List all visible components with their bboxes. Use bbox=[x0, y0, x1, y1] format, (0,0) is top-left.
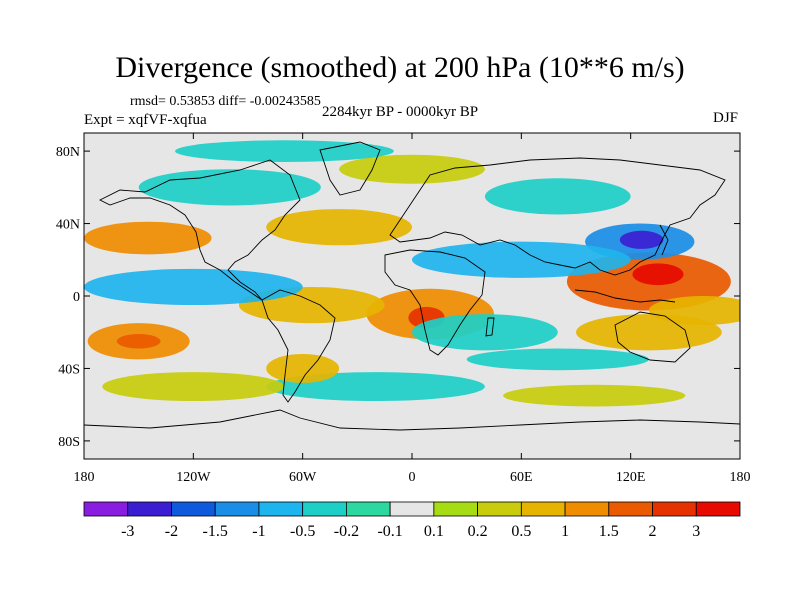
anomaly-region-19 bbox=[503, 384, 686, 407]
colorbar-swatch-13 bbox=[652, 501, 697, 517]
experiment-label: Expt = xqfVF-xqfua bbox=[84, 112, 207, 128]
colorbar-label: 1 bbox=[561, 523, 569, 540]
colorbar-label: 3 bbox=[692, 523, 700, 540]
colorbar-swatch-6 bbox=[345, 501, 391, 517]
colorbar-swatch-2 bbox=[171, 501, 216, 517]
colorbar-label: 2 bbox=[649, 523, 657, 540]
colorbar-label: -3 bbox=[121, 523, 134, 540]
anomaly-region-22 bbox=[466, 348, 649, 371]
colorbar-label: 0.5 bbox=[511, 523, 531, 540]
anomaly-region-16 bbox=[339, 154, 485, 184]
anomaly-region-1 bbox=[632, 263, 684, 286]
x-tick-label: 60E bbox=[510, 470, 533, 485]
anomaly-region-20 bbox=[102, 372, 285, 402]
colorbar-swatch-12 bbox=[608, 501, 653, 517]
colorbar-swatch-9 bbox=[477, 501, 522, 517]
coastline-eurasia bbox=[389, 157, 726, 276]
colorbar-label: -2 bbox=[165, 523, 178, 540]
y-tick-label: 40S bbox=[58, 362, 80, 377]
colorbar-swatch-1 bbox=[127, 501, 172, 517]
anomaly-region-9 bbox=[84, 221, 212, 255]
coastline-australia bbox=[614, 311, 691, 363]
x-tick-label: 0 bbox=[409, 470, 416, 485]
anomaly-region-15 bbox=[138, 169, 321, 206]
coastline-greenland bbox=[319, 141, 381, 196]
y-tick-label: 40N bbox=[56, 218, 80, 233]
colorbar-label: -0.5 bbox=[290, 523, 315, 540]
x-axis-ticks: 180 120W 60W 0 60E 120E 180 bbox=[74, 133, 751, 485]
anomaly-region-17 bbox=[484, 178, 631, 215]
coastline-north-america bbox=[98, 159, 301, 301]
colorbar-swatch-5 bbox=[302, 501, 347, 517]
colorbar-swatch-0 bbox=[83, 501, 129, 517]
anomaly-region-11 bbox=[411, 241, 631, 278]
chart-title: Divergence (smoothed) at 200 hPa (10**6 … bbox=[115, 51, 685, 84]
coastline-africa bbox=[384, 249, 486, 356]
anomaly-region-3 bbox=[619, 230, 664, 249]
season-label: DJF bbox=[712, 110, 738, 126]
x-tick-label: 120E bbox=[616, 470, 646, 485]
x-tick-label: 120W bbox=[176, 470, 211, 485]
x-tick-label: 60W bbox=[289, 470, 317, 485]
colorbar-label: 0.1 bbox=[424, 523, 444, 540]
anomaly-region-13 bbox=[412, 314, 558, 351]
colorbar-swatch-7 bbox=[389, 501, 435, 517]
anomaly-region-24 bbox=[175, 140, 394, 162]
colorbar: -3 -2 -1.5 -1 -0.5 -0.2 -0.1 0.1 0.2 0.5 1 1.5 2 3 bbox=[83, 501, 741, 540]
rmsd-annotation: rmsd= 0.53853 diff= -0.00243585 bbox=[130, 94, 321, 109]
colorbar-swatch-8 bbox=[433, 501, 479, 517]
anomaly-region-8 bbox=[116, 334, 161, 349]
colorbar-label: 0.2 bbox=[468, 523, 488, 540]
coastlines bbox=[84, 141, 740, 431]
coastline-madagascar bbox=[485, 317, 495, 337]
colorbar-label: 1.5 bbox=[599, 523, 619, 540]
y-tick-label: 0 bbox=[73, 290, 80, 305]
y-tick-label: 80N bbox=[56, 145, 80, 160]
x-tick-label: 180 bbox=[730, 470, 751, 485]
plot-area bbox=[84, 133, 740, 459]
coastline-japan bbox=[659, 224, 669, 256]
y-tick-label: 80S bbox=[58, 435, 80, 450]
colorbar-swatch-3 bbox=[214, 501, 260, 517]
colorbar-label: -0.2 bbox=[334, 523, 359, 540]
colorbar-swatch-14 bbox=[695, 501, 741, 517]
anomaly-region-21 bbox=[266, 353, 340, 383]
colorbar-swatch-11 bbox=[564, 501, 610, 517]
anomaly-region-12 bbox=[84, 268, 303, 306]
period-label: 2284kyr BP - 0000kyr BP bbox=[322, 104, 479, 120]
anomaly-region-23 bbox=[648, 296, 740, 325]
anomaly-region-10 bbox=[266, 209, 412, 246]
colorbar-swatch-4 bbox=[258, 501, 304, 517]
colorbar-label: -1.5 bbox=[203, 523, 228, 540]
x-tick-label: 180 bbox=[74, 470, 95, 485]
coastline-indonesia bbox=[574, 289, 676, 303]
y-axis-ticks: 80N 40N 0 40S 80S bbox=[56, 145, 740, 450]
colorbar-label: -1 bbox=[252, 523, 265, 540]
colorbar-swatch-10 bbox=[520, 501, 566, 517]
colorbar-label: -0.1 bbox=[377, 523, 402, 540]
coastline-south-america bbox=[261, 289, 336, 403]
coastline-antarctica bbox=[84, 409, 740, 431]
